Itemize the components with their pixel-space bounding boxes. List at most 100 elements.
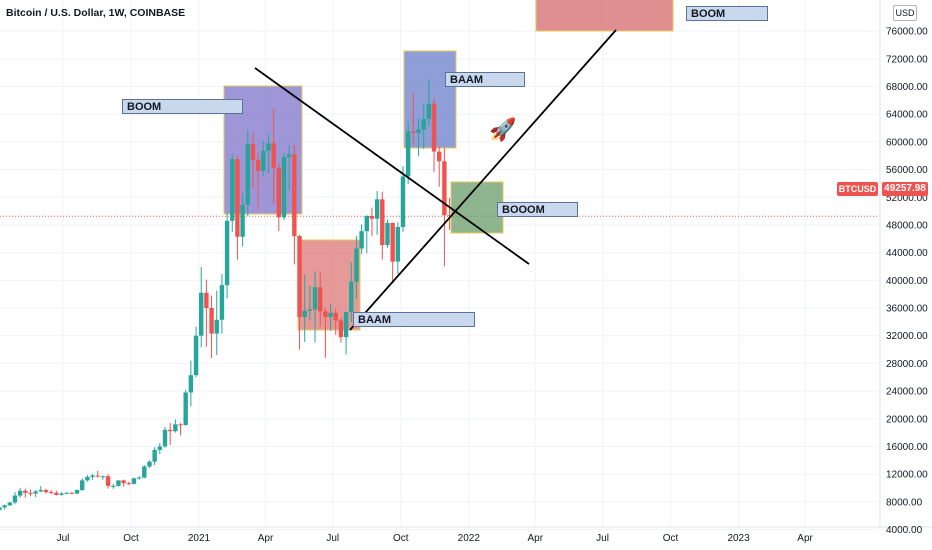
candle-body — [54, 492, 59, 495]
trendline-down[interactable] — [254, 67, 530, 265]
rocket-icon: 🚀 — [489, 117, 517, 142]
x-tick-label: Apr — [258, 533, 274, 544]
note-booom[interactable]: BOOOM — [497, 202, 578, 217]
zone-green[interactable] — [450, 181, 504, 234]
candle-body — [193, 335, 199, 376]
candle-body — [188, 375, 194, 393]
y-tick-label: 60000.00 — [886, 137, 928, 148]
zone-red-top[interactable] — [535, 0, 674, 32]
candle-body — [286, 154, 292, 158]
note-boom-top[interactable]: BOOM — [686, 6, 768, 21]
trendline-up[interactable] — [349, 29, 617, 331]
candle-body — [219, 285, 225, 320]
candle-body — [183, 392, 188, 425]
candle-body — [411, 131, 416, 133]
candle-body — [250, 143, 256, 160]
candle-body — [292, 154, 297, 237]
candle-body — [48, 492, 54, 494]
price-unit-badge[interactable]: USD — [893, 5, 917, 21]
y-tick-label: 16000.00 — [886, 442, 928, 453]
candle-body — [271, 143, 276, 169]
candle-body — [59, 493, 64, 495]
candle-body — [261, 150, 266, 171]
candle-body — [364, 215, 369, 232]
candle-body — [312, 287, 318, 310]
note-baam-top[interactable]: BAAM — [445, 72, 525, 87]
x-tick-label: 2022 — [458, 533, 481, 544]
x-tick-label: 2023 — [727, 533, 750, 544]
candle-body — [12, 495, 18, 503]
candle-body — [421, 119, 426, 130]
candle-body — [369, 215, 375, 219]
y-tick-label: 64000.00 — [886, 110, 928, 121]
candle-body — [121, 480, 126, 484]
symbol-label: BTCUSD — [837, 182, 878, 196]
candle-body — [400, 176, 406, 228]
candle-body — [395, 227, 401, 262]
candle-body — [0, 507, 2, 511]
candle-body — [69, 492, 75, 494]
candle-body — [307, 309, 313, 311]
candle-body — [281, 157, 287, 218]
candle-body — [157, 446, 163, 450]
candle-body — [80, 480, 85, 491]
candle-body — [240, 204, 245, 237]
candle-body — [390, 222, 395, 262]
x-tick-label: 2021 — [188, 533, 211, 544]
candle-body — [136, 477, 142, 479]
candle-body — [116, 480, 121, 486]
y-tick-label: 48000.00 — [886, 220, 928, 231]
y-tick-label: 4000.00 — [886, 525, 923, 536]
candle-body — [354, 248, 359, 282]
candle-body — [167, 429, 173, 432]
candle-body — [38, 490, 44, 492]
candle-body — [297, 236, 302, 318]
candle-body — [374, 199, 380, 219]
candle-body — [224, 220, 230, 286]
candle-body — [405, 131, 411, 177]
candle-body — [323, 311, 328, 318]
x-tick-label: Apr — [797, 533, 813, 544]
candle-body — [152, 449, 157, 462]
zone-blue-2[interactable] — [403, 50, 457, 149]
candle-body — [64, 492, 69, 494]
candle-body — [23, 490, 28, 493]
candle-body — [328, 312, 333, 318]
candle-body — [426, 103, 432, 120]
candle-body — [276, 168, 282, 218]
candle-body — [230, 159, 235, 221]
candle-body — [17, 490, 23, 496]
candle-body — [100, 476, 106, 478]
candle-body — [380, 199, 385, 246]
candle-body — [131, 478, 137, 484]
x-tick-label: Jul — [596, 533, 609, 544]
candle-body — [111, 485, 116, 487]
candle-body — [90, 475, 95, 477]
candle-body — [173, 424, 178, 432]
y-tick-label: 68000.00 — [886, 82, 928, 93]
candle-body — [28, 492, 33, 494]
y-tick-label: 24000.00 — [886, 387, 928, 398]
candle-body — [447, 215, 452, 217]
candle-body — [178, 424, 183, 426]
y-tick-label: 76000.00 — [886, 27, 928, 38]
candle-body — [349, 281, 354, 313]
candle-body — [431, 103, 437, 152]
candle-body — [235, 159, 240, 237]
candle-body — [74, 490, 80, 494]
y-tick-label: 40000.00 — [886, 276, 928, 287]
candle-body — [245, 143, 250, 205]
candle-body — [266, 143, 271, 151]
candle-body — [333, 312, 338, 321]
y-tick-label: 52000.00 — [886, 193, 928, 204]
note-boom[interactable]: BOOM — [122, 99, 243, 114]
y-tick-label: 32000.00 — [886, 331, 928, 342]
note-baam-bottom[interactable]: BAAM — [353, 312, 475, 327]
candle-body — [359, 231, 364, 249]
candle-body — [338, 320, 344, 338]
x-tick-label: Oct — [123, 533, 139, 544]
x-tick-label: Apr — [528, 533, 544, 544]
candle-body — [85, 476, 90, 481]
